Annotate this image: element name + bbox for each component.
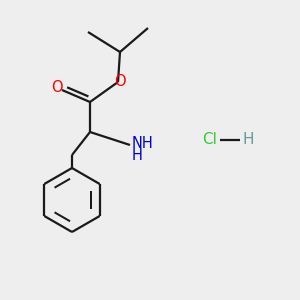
Text: H: H (132, 148, 143, 163)
Text: O: O (114, 74, 126, 88)
Text: O: O (51, 80, 63, 95)
Text: NH: NH (132, 136, 154, 151)
Text: H: H (242, 133, 254, 148)
Text: Cl: Cl (202, 133, 217, 148)
